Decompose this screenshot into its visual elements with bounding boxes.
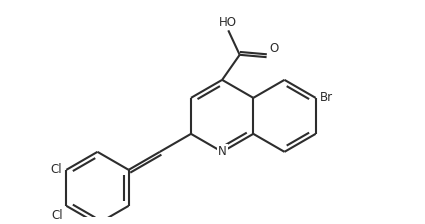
Text: Cl: Cl xyxy=(50,163,62,176)
Text: HO: HO xyxy=(219,15,237,28)
Text: N: N xyxy=(218,145,227,158)
Text: Br: Br xyxy=(320,91,333,104)
Text: Cl: Cl xyxy=(51,209,63,222)
Text: O: O xyxy=(269,42,278,55)
